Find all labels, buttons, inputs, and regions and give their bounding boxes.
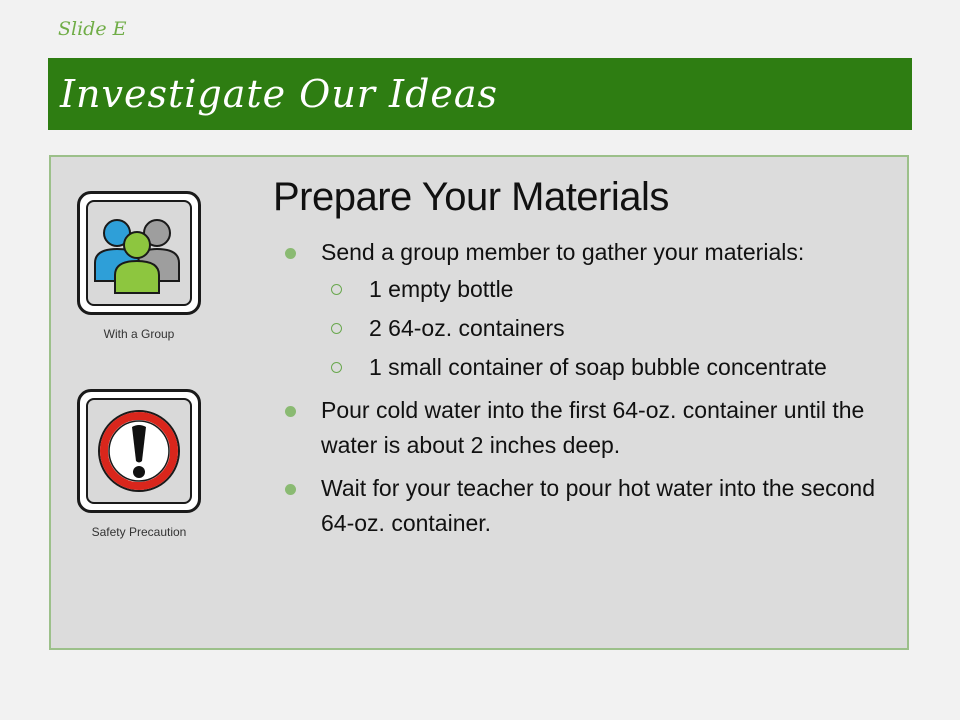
list-item: Pour cold water into the first 64-oz. co… [281, 393, 881, 463]
content-panel: With a Group Safety Precaution Prepare Y… [49, 155, 909, 650]
with-group-caption: With a Group [103, 327, 175, 341]
safety-precaution-caption: Safety Precaution [91, 525, 187, 539]
bullet-text: Wait for your teacher to pour hot water … [321, 475, 875, 536]
section-heading: Prepare Your Materials [273, 175, 669, 219]
safety-precaution-card: Safety Precaution [75, 389, 203, 539]
list-item: Wait for your teacher to pour hot water … [281, 471, 881, 541]
list-item: 2 64-oz. containers [321, 311, 881, 346]
list-item: 1 small container of soap bubble concent… [321, 350, 881, 385]
group-icon-background [86, 200, 192, 306]
instruction-list: Send a group member to gather your mater… [281, 235, 881, 549]
list-item: 1 empty bottle [321, 272, 881, 307]
safety-icon-frame [77, 389, 201, 513]
slide-title: Investigate Our Ideas [60, 72, 499, 116]
group-people-icon [94, 219, 180, 294]
slide-label: Slide E [58, 18, 127, 40]
with-group-card: With a Group [75, 191, 203, 341]
list-item: Send a group member to gather your mater… [281, 235, 881, 385]
exclamation-warning-icon [98, 410, 180, 492]
group-icon-frame [77, 191, 201, 315]
materials-sublist: 1 empty bottle 2 64-oz. containers 1 sma… [321, 272, 881, 385]
bullet-text: Pour cold water into the first 64-oz. co… [321, 397, 865, 458]
safety-icon-background [86, 398, 192, 504]
title-bar: Investigate Our Ideas [48, 58, 912, 130]
bullet-text: Send a group member to gather your mater… [321, 239, 805, 265]
